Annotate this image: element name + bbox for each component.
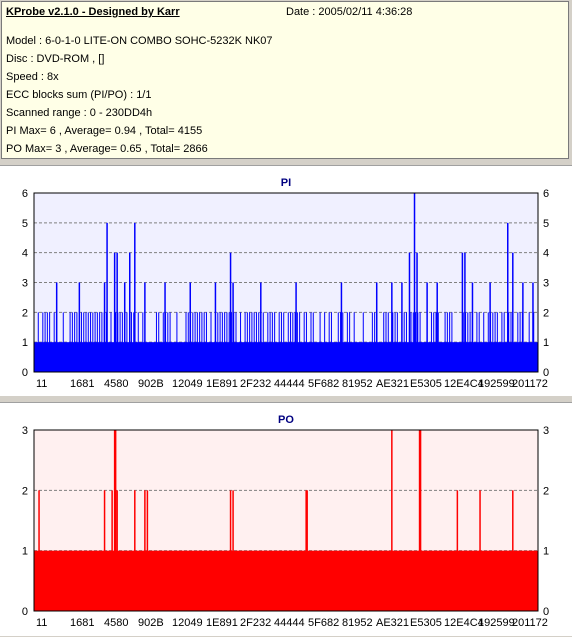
x-tick-label: 12049 — [172, 378, 203, 390]
x-tick-label: 44444 — [274, 378, 305, 390]
plot-frame — [33, 429, 539, 612]
info-ecc: ECC blocks sum (PI/PO) : 1/1 — [6, 89, 152, 101]
x-tick-label: 902B — [138, 378, 164, 390]
y-tick-label-right: 2 — [543, 485, 549, 497]
x-tick-label: AE321 — [376, 617, 409, 629]
po-chart: 0 01 12 23 311 1681 4580 902B 12049 1E891 2F232 444… — [22, 414, 549, 629]
y-tick-label-right: 3 — [543, 278, 549, 290]
x-tick-label: 1E891 — [206, 378, 238, 390]
x-tick-label: 11 — [36, 378, 47, 390]
info-pi-stats: PI Max= 6 , Average= 0.94 , Total= 4155 — [6, 125, 203, 137]
info-po-stats: PO Max= 3 , Average= 0.65 , Total= 2866 — [6, 143, 208, 155]
info-range: Scanned range : 0 - 230DD4h — [6, 107, 153, 119]
y-tick-label-right: 6 — [543, 188, 549, 200]
info-panel: KProbe v2.1.0 - Designed by Karr Date : … — [1, 1, 569, 159]
y-tick-label-right: 2 — [543, 307, 549, 319]
x-tick-label: 902B — [138, 617, 164, 629]
x-tick-label: 1681 — [70, 378, 94, 390]
x-tick-label: 11 — [36, 617, 47, 629]
info-speed: Speed : 8x — [6, 71, 59, 83]
y-tick-label-left: 0 — [22, 367, 28, 379]
x-tick-label: AE321 — [376, 378, 409, 390]
plot-frame — [33, 192, 539, 373]
x-tick-label: 81952 — [342, 378, 373, 390]
y-tick-label-left: 4 — [22, 248, 28, 260]
base-band-bars — [37, 312, 535, 372]
y-tick-label-right: 1 — [543, 546, 549, 558]
scan-date: Date : 2005/02/11 4:36:28 — [286, 6, 413, 18]
info-model: Model : 6-0-1-0 LITE-ON COMBO SOHC-5232K… — [6, 35, 273, 47]
y-tick-label-left: 3 — [22, 425, 28, 437]
y-tick-label-left: 0 — [22, 606, 28, 618]
x-tick-label: 4580 — [104, 378, 128, 390]
x-tick-label: 12049 — [172, 617, 203, 629]
x-tick-label: 81952 — [342, 617, 373, 629]
y-tick-label-left: 6 — [22, 188, 28, 200]
y-tick-label-right: 0 — [543, 606, 549, 618]
y-tick-label-right: 3 — [543, 425, 549, 437]
x-tick-label: 1E891 — [206, 617, 238, 629]
x-tick-label: 2F232 — [240, 617, 271, 629]
y-tick-label-right: 1 — [543, 337, 549, 349]
x-tick-label: 12E4C4 — [444, 617, 484, 629]
y-tick-label-left: 3 — [22, 278, 28, 290]
x-tick-label: 5F682 — [308, 378, 339, 390]
y-tick-label-right: 0 — [543, 367, 549, 379]
y-tick-label-left: 2 — [22, 485, 28, 497]
info-disc: Disc : DVD-ROM , [] — [6, 53, 105, 65]
x-tick-label: 5F682 — [308, 617, 339, 629]
x-tick-label: 12E4C4 — [444, 378, 484, 390]
y-tick-label-left: 1 — [22, 337, 28, 349]
pi-chart-panel: 0 0 1 1 2 2 3 3 4 4 5 5 6 6 11 1681 4580 902B 12049 1E891 2F… — [0, 165, 572, 396]
app-title: KProbe v2.1.0 - Designed by Karr — [6, 6, 180, 18]
x-tick-label: E5305 — [410, 378, 442, 390]
x-tick-label: 44444 — [274, 617, 305, 629]
y-tick-label-left: 1 — [22, 546, 28, 558]
y-tick-label-right: 5 — [543, 218, 549, 230]
x-tick-label: 4580 — [104, 617, 128, 629]
x-tick-label: E5305 — [410, 617, 442, 629]
chart-title: PI — [281, 177, 291, 189]
y-tick-label-left: 2 — [22, 307, 28, 319]
y-tick-label-right: 4 — [543, 248, 549, 260]
x-tick-label: 201172 — [512, 378, 548, 390]
pi-chart: 0 01 12 23 34 45 56 611 1681 4580 902B 12049 1E891 2F… — [22, 177, 549, 390]
x-tick-label: 2F232 — [240, 378, 271, 390]
y-tick-label-left: 5 — [22, 218, 28, 230]
chart-title: PO — [278, 414, 294, 426]
baseline-fill — [34, 550, 538, 611]
x-tick-label: 201172 — [512, 617, 548, 629]
x-tick-label: 192599 — [478, 378, 515, 390]
po-chart-panel: 0 0 1 1 2 2 3 3 11 1681 4580 902B 12049 1E891 2F232 444… — [0, 402, 572, 636]
x-tick-label: 1681 — [70, 617, 94, 629]
x-tick-label: 192599 — [478, 617, 515, 629]
